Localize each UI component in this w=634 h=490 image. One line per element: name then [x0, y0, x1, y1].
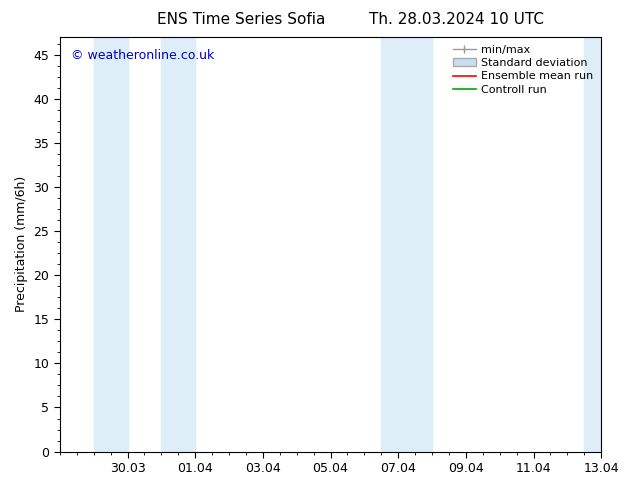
Text: © weatheronline.co.uk: © weatheronline.co.uk [70, 49, 214, 63]
Bar [94, 37, 127, 452]
Bar [585, 37, 601, 452]
Legend: min/max, Standard deviation, Ensemble mean run, Controll run: min/max, Standard deviation, Ensemble me… [449, 40, 598, 99]
Text: ENS Time Series Sofia: ENS Time Series Sofia [157, 12, 325, 27]
Bar [381, 37, 432, 452]
Bar [161, 37, 195, 452]
Y-axis label: Precipitation (mm/6h): Precipitation (mm/6h) [15, 176, 28, 313]
Text: Th. 28.03.2024 10 UTC: Th. 28.03.2024 10 UTC [369, 12, 544, 27]
